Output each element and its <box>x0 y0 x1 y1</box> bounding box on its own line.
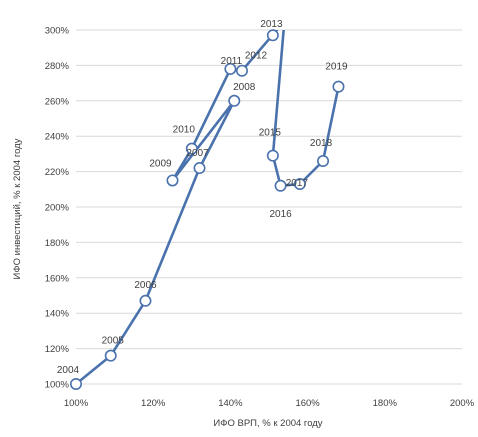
data-point-2009 <box>166 174 179 187</box>
y-tick-label: 300% <box>45 26 70 37</box>
y-tick-label: 160% <box>45 273 70 284</box>
data-point-2011 <box>224 62 237 75</box>
data-point-2012 <box>235 64 248 77</box>
x-axis-title: ИФО ВРП, % к 2004 году <box>213 418 322 429</box>
y-tick-label: 140% <box>45 309 70 320</box>
data-point-2008 <box>228 94 241 107</box>
y-tick-label: 100% <box>45 380 70 391</box>
data-point-2016 <box>274 179 287 192</box>
y-tick-label: 240% <box>45 132 70 143</box>
point-label-2012: 2012 <box>245 51 268 62</box>
x-tick-label: 200% <box>450 398 475 409</box>
point-label-2019: 2019 <box>325 62 348 73</box>
point-label-2005: 2005 <box>102 336 125 347</box>
data-point-2019 <box>332 80 345 93</box>
data-point-2010 <box>185 142 198 155</box>
y-axis-title: ИФО инвестиций, % к 2004 году <box>12 138 23 279</box>
y-tick-label: 280% <box>45 61 70 72</box>
point-label-2018: 2018 <box>310 138 333 149</box>
x-tick-label: 100% <box>64 398 89 409</box>
point-label-2004: 2004 <box>57 365 80 376</box>
x-tick-label: 180% <box>373 398 398 409</box>
data-point-2005 <box>104 349 117 362</box>
x-tick-label: 160% <box>295 398 320 409</box>
x-tick-label: 140% <box>218 398 243 409</box>
y-tick-label: 120% <box>45 344 70 355</box>
point-label-2008: 2008 <box>233 82 256 93</box>
point-label-2009: 2009 <box>149 158 172 169</box>
point-label-2010: 2010 <box>173 125 196 136</box>
y-tick-label: 180% <box>45 238 70 249</box>
y-tick-label: 220% <box>45 167 70 178</box>
y-tick-label: 200% <box>45 203 70 214</box>
point-label-2015: 2015 <box>259 128 282 139</box>
point-label-2013: 2013 <box>260 19 283 30</box>
point-label-2007: 2007 <box>186 148 209 159</box>
data-point-extra <box>266 29 279 42</box>
y-tick-label: 260% <box>45 96 70 107</box>
data-point-2006 <box>139 294 152 307</box>
point-label-2011: 2011 <box>221 56 243 67</box>
point-label-2006: 2006 <box>134 280 157 291</box>
point-label-2016: 2016 <box>269 209 292 220</box>
data-point-2017 <box>293 177 306 190</box>
data-point-2004 <box>70 377 83 390</box>
data-point-2015 <box>266 149 279 162</box>
data-point-2007 <box>193 162 206 175</box>
x-tick-label: 120% <box>141 398 166 409</box>
data-point-2018 <box>317 154 330 167</box>
point-label-2017: 2017 <box>286 178 309 189</box>
